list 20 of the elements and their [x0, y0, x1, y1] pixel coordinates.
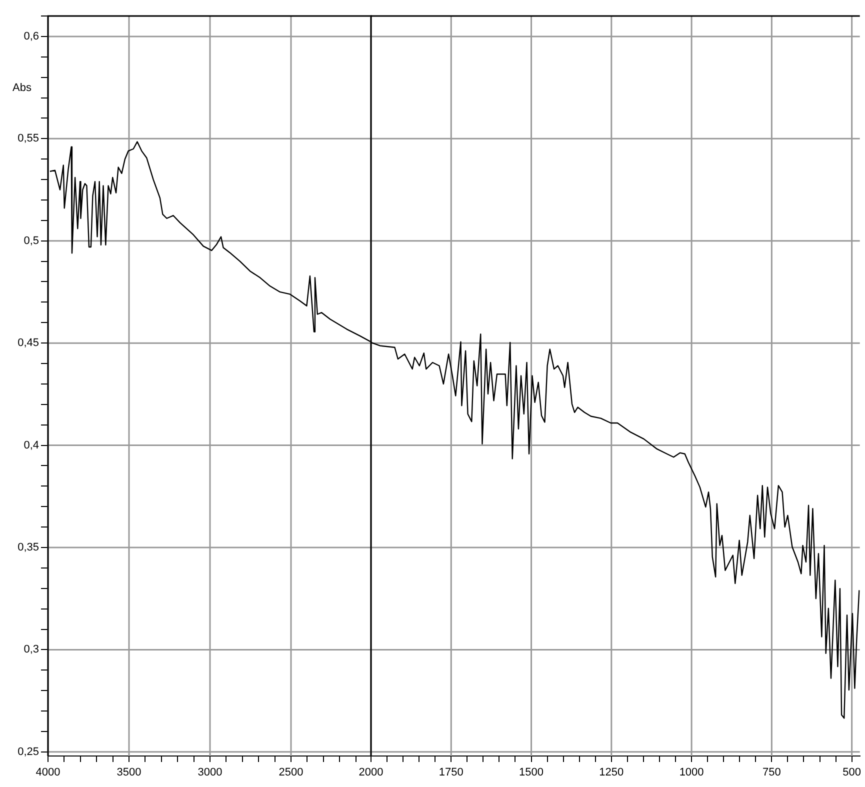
x-tick-label: 2000	[358, 766, 384, 779]
x-tick-label: 3500	[116, 766, 142, 779]
y-axis-title: Abs	[12, 82, 32, 94]
x-tick-label: 1750	[438, 766, 464, 779]
x-tick-label: 1250	[599, 766, 624, 779]
y-tick-label: 0,35	[18, 542, 39, 554]
y-tick-label: 0,55	[18, 132, 39, 145]
x-tick-label: 1500	[519, 766, 544, 779]
x-tick-label: 3000	[198, 766, 222, 779]
x-tick-label: 750	[762, 766, 781, 779]
y-tick-label: 0,5	[24, 234, 39, 247]
y-tick-label: 0,3	[24, 644, 39, 656]
y-tick-label: 0,6	[24, 30, 39, 42]
y-tick-label: 0,45	[18, 337, 39, 350]
y-tick-label: 0,4	[24, 439, 39, 452]
x-tick-label: 500	[842, 766, 862, 779]
x-tick-label: 1000	[679, 766, 704, 779]
y-tick-label: 0,25	[18, 746, 39, 758]
x-tick-label: 4000	[36, 766, 60, 779]
x-tick-label: 2500	[278, 766, 304, 779]
